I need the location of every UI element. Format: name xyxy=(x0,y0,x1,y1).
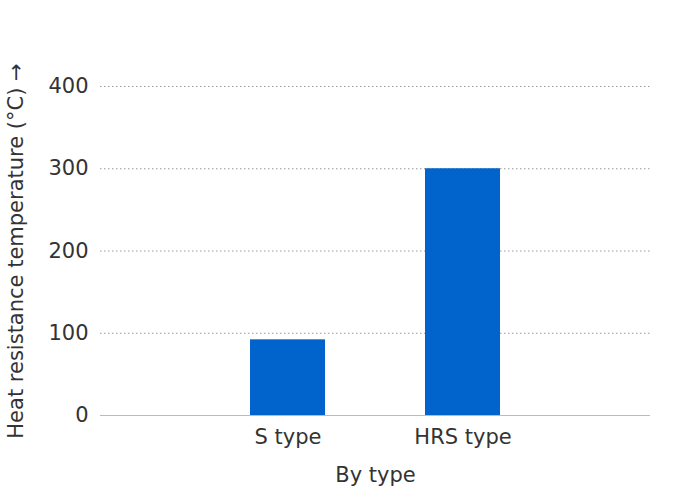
svg-text:200: 200 xyxy=(48,239,88,263)
svg-text:0: 0 xyxy=(75,403,88,427)
svg-text:300: 300 xyxy=(48,156,88,180)
svg-text:400: 400 xyxy=(48,74,88,98)
svg-text:HRS type: HRS type xyxy=(414,425,511,449)
svg-text:By type: By type xyxy=(335,463,415,487)
svg-text:Heat resistance temperature (°: Heat resistance temperature (°C) → xyxy=(4,63,28,438)
svg-text:100: 100 xyxy=(48,321,88,345)
svg-text:S type: S type xyxy=(255,425,322,449)
